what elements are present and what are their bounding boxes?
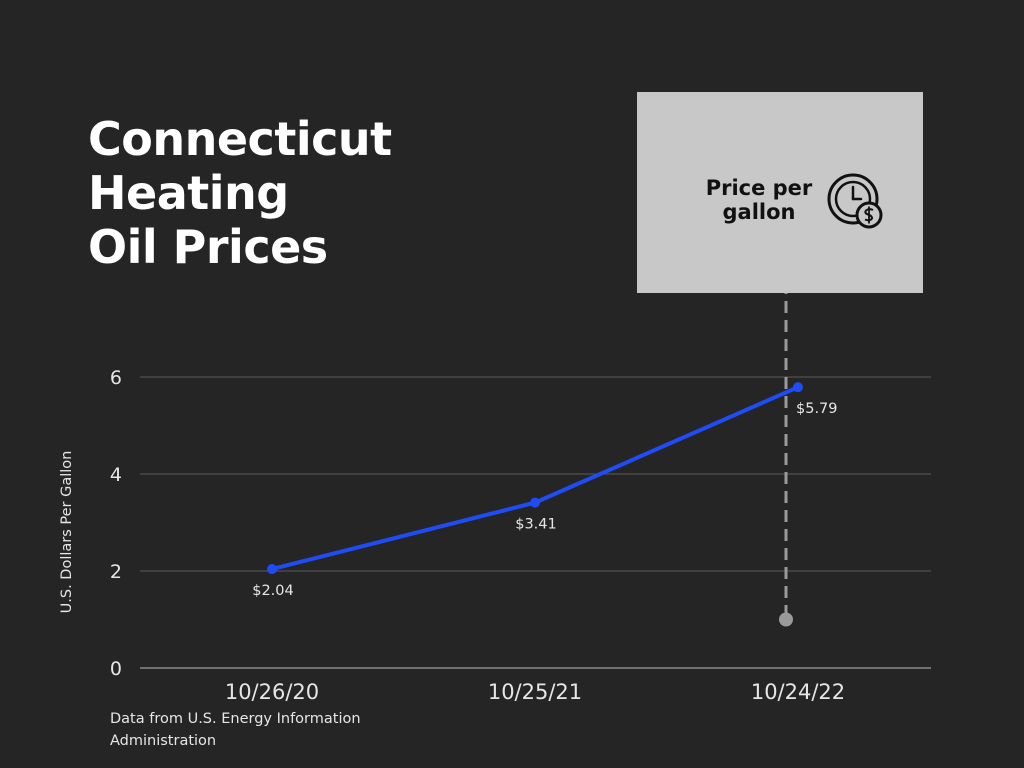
data-labels: $2.04 $3.41 $5.79 [252, 401, 837, 599]
data-label: $2.04 [252, 583, 294, 599]
legend-label: Price per gallon [689, 176, 829, 224]
y-tick-label: 6 [110, 367, 122, 389]
series-line [270, 385, 800, 572]
y-tick-label: 2 [110, 561, 122, 583]
series [267, 382, 803, 575]
y-axis-label: U.S. Dollars Per Gallon [59, 451, 75, 614]
title-line: Heating [88, 166, 289, 220]
clock-dollar-icon [827, 173, 883, 229]
source-line: Administration [110, 733, 217, 749]
source-note: Data from U.S. Energy Information Admini… [110, 708, 410, 752]
data-point [267, 564, 277, 575]
x-tick-label: 10/24/22 [751, 680, 845, 704]
source-line: Data from U.S. Energy Information [110, 711, 361, 727]
title-line: Oil Prices [88, 220, 328, 274]
y-axis-ticks: 0 2 4 6 [110, 367, 122, 680]
data-label: $5.79 [796, 401, 838, 417]
x-axis-ticks: 10/26/20 10/25/21 10/24/22 [225, 680, 845, 704]
data-point [793, 382, 803, 393]
page-title: Connecticut Heating Oil Prices [88, 112, 392, 274]
x-tick-label: 10/25/21 [488, 680, 582, 704]
legend-label-line: gallon [722, 200, 796, 224]
data-label: $3.41 [515, 517, 557, 533]
legend-label-line: Price per [705, 176, 813, 200]
y-tick-label: 0 [110, 658, 122, 680]
y-tick-label: 4 [110, 464, 122, 486]
connector-end-dot [779, 612, 793, 627]
data-point [530, 497, 540, 508]
title-line: Connecticut [88, 112, 392, 166]
x-tick-label: 10/26/20 [225, 680, 319, 704]
callout-connector [779, 282, 793, 627]
legend-card: Price per gallon [637, 92, 923, 293]
